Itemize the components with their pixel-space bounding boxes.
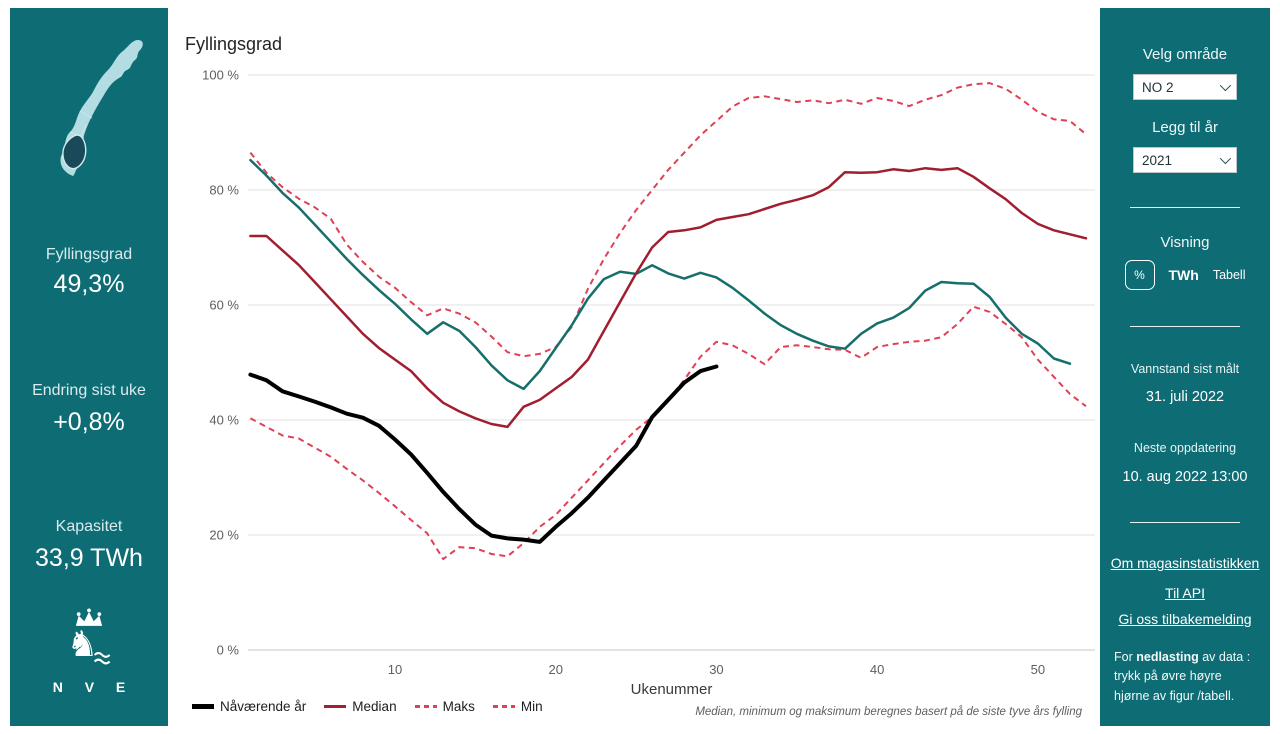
area-select-value: NO 2	[1142, 79, 1174, 95]
legend-item-maks: Maks	[414, 699, 475, 714]
year-select[interactable]: 2021	[1133, 147, 1237, 173]
svg-text:100 %: 100 %	[202, 68, 239, 83]
svg-text:20: 20	[548, 662, 562, 677]
right-control-panel: Velg område NO 2 Legg til år 2021 Visnin…	[1100, 8, 1270, 726]
legend-marker	[414, 704, 437, 709]
vannstand-label: Vannstand sist målt	[1130, 362, 1240, 376]
norway-map-icon	[60, 40, 143, 176]
nve-logo: ♞ N V E	[10, 606, 168, 695]
visning-label: Visning	[1160, 234, 1210, 251]
download-note: For nedlasting av data : trykk på øvre h…	[1114, 650, 1251, 703]
legend-marker	[492, 704, 515, 709]
kapasitet-value: 33,9 TWh	[35, 544, 143, 572]
divider	[1130, 522, 1240, 523]
legend-item-median: Median	[324, 699, 397, 714]
link-gi-oss-tilbakemelding[interactable]: Gi oss tilbakemelding	[1118, 611, 1252, 627]
chart-footnote: Median, minimum og maksimum beregnes bas…	[695, 706, 1082, 718]
endring-value: +0,8%	[53, 408, 125, 436]
svg-text:30: 30	[709, 662, 723, 677]
left-summary-panel: Fyllingsgrad 49,3% Endring sist uke +0,8…	[10, 8, 168, 726]
year-select-label: Legg til år	[1152, 119, 1218, 136]
chart-legend: Nåværende år Median Maks Min	[192, 699, 543, 714]
map-region-no2[interactable]	[62, 134, 87, 170]
divider	[1130, 326, 1240, 327]
nve-crown-horse-icon: ♞	[67, 608, 111, 665]
chevron-down-icon	[1219, 152, 1232, 165]
legend-item-navaerende-ar: Nåværende år	[192, 699, 306, 714]
legend-marker	[324, 704, 347, 709]
svg-text:40: 40	[870, 662, 884, 677]
svg-text:♞: ♞	[67, 624, 99, 665]
chart-title: Fyllingsgrad	[185, 34, 283, 54]
divider	[1130, 207, 1240, 208]
vannstand-value: 31. juli 2022	[1145, 389, 1225, 405]
legend-item-min: Min	[492, 699, 543, 714]
norway-map[interactable]	[40, 26, 150, 196]
area-select[interactable]: NO 2	[1133, 74, 1237, 100]
visning-option-tabell[interactable]: Tabell	[1212, 268, 1246, 282]
svg-text:40 %: 40 %	[209, 413, 239, 428]
visning-options: % TWh Tabell	[1100, 260, 1270, 290]
x-axis-label: Ukenummer	[630, 681, 713, 698]
fyllingsgrad-value: 49,3%	[53, 270, 125, 298]
svg-text:0 %: 0 %	[217, 643, 240, 658]
visning-option-percent[interactable]: %	[1124, 260, 1155, 290]
svg-text:80 %: 80 %	[209, 183, 239, 198]
fyllingsgrad-label: Fyllingsgrad	[45, 246, 133, 263]
nve-logo-text: N V E	[52, 679, 135, 695]
year-select-value: 2021	[1142, 152, 1173, 168]
link-til-api[interactable]: Til API	[1165, 585, 1205, 601]
kapasitet-label: Kapasitet	[55, 518, 123, 535]
link-om-magasinstatistikken[interactable]: Om magasinstatistikken	[1110, 555, 1260, 571]
svg-text:50: 50	[1031, 662, 1045, 677]
neste-oppdatering-label: Neste oppdatering	[1133, 441, 1237, 455]
visning-option-twh[interactable]: TWh	[1168, 267, 1199, 283]
neste-oppdatering-value: 10. aug 2022 13:00	[1122, 469, 1248, 485]
endring-label: Endring sist uke	[32, 382, 146, 399]
fyllingsgrad-chart[interactable]: 0 % 20 % 40 % 60 % 80 % 100 % 10 20 30 40 50	[182, 58, 1100, 683]
svg-text:60 %: 60 %	[209, 298, 239, 313]
svg-text:20 %: 20 %	[209, 528, 239, 543]
legend-marker	[192, 704, 214, 709]
svg-text:10: 10	[388, 662, 402, 677]
chevron-down-icon	[1219, 79, 1232, 92]
area-select-label: Velg område	[1142, 46, 1228, 63]
